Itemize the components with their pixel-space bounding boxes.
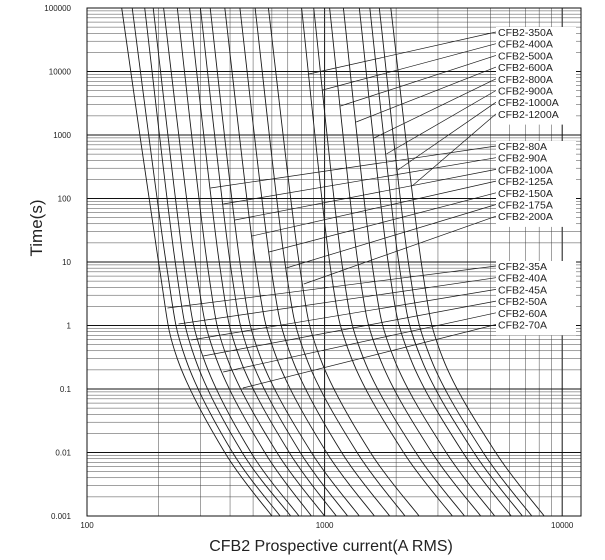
y-tick-label: 1 — [67, 322, 72, 331]
series-line — [301, 7, 453, 517]
legend-label: CFB2-35A — [498, 261, 547, 273]
y-tick-label: 100000 — [44, 4, 71, 13]
legend-label: CFB2-45A — [498, 284, 547, 296]
leader-lines-layer — [167, 31, 497, 389]
curves-layer — [121, 7, 545, 517]
legend-label: CFB2-1200A — [498, 109, 559, 121]
legend-label: CFB2-900A — [498, 86, 553, 98]
legend-label: CFB2-60A — [498, 308, 547, 320]
legend-leader-line — [223, 312, 497, 373]
legend-leader-line — [303, 215, 497, 285]
series-line — [189, 7, 337, 517]
x-tick-label: 100 — [80, 521, 94, 530]
series-line — [209, 7, 360, 517]
y-tick-label: 0.001 — [51, 512, 72, 521]
x-tick-label: 10000 — [551, 521, 574, 530]
legend-label: CFB2-500A — [498, 50, 553, 62]
series-line — [254, 7, 406, 517]
legend-leader-line — [386, 90, 497, 155]
series-line — [342, 7, 496, 517]
legend-label: CFB2-125A — [498, 176, 553, 188]
legend-label: CFB2-600A — [498, 62, 553, 74]
legend-leader-line — [178, 277, 497, 325]
series-line — [152, 7, 300, 517]
x-axis-title: CFB2 Prospective current(A RMS) — [209, 538, 453, 555]
series-line — [163, 7, 312, 517]
legend-leader-line — [223, 157, 497, 205]
series-line — [176, 7, 325, 517]
legend-leader-line — [308, 31, 497, 75]
legend-label: CFB2-400A — [498, 39, 553, 51]
series-line — [131, 7, 281, 517]
legend-leader-line — [251, 180, 497, 237]
y-axis-title: Time(s) — [27, 200, 46, 257]
legend-box — [496, 261, 576, 336]
legend-label: CFB2-150A — [498, 188, 553, 200]
legend-leader-line — [397, 101, 497, 171]
legend-leader-line — [373, 78, 497, 139]
legend-layer: CFB2-350ACFB2-400ACFB2-500ACFB2-600ACFB2… — [496, 27, 576, 336]
series-line — [329, 7, 482, 517]
legend-leader-line — [286, 204, 497, 269]
legend-leader-line — [268, 192, 497, 253]
y-tick-label: 10 — [62, 258, 71, 267]
legend-label: CFB2-70A — [498, 320, 547, 332]
legend-leader-line — [242, 324, 497, 389]
y-tick-label: 10000 — [49, 68, 72, 77]
series-line — [224, 7, 375, 517]
series-line — [199, 7, 348, 517]
series-line — [267, 7, 420, 517]
legend-label: CFB2-175A — [498, 200, 553, 212]
series-line — [390, 7, 545, 517]
legend-label: CFB2-80A — [498, 141, 547, 153]
legend-leader-line — [411, 113, 497, 187]
series-line — [144, 7, 292, 517]
series-line — [369, 7, 523, 517]
legend-leader-line — [356, 66, 497, 123]
legend-leader-line — [322, 43, 497, 91]
y-tick-label: 1000 — [53, 131, 71, 140]
legend-leader-line — [340, 55, 497, 107]
legend-leader-line — [191, 289, 497, 341]
legend-box — [496, 141, 576, 227]
legend-leader-line — [167, 265, 497, 309]
series-line — [121, 7, 273, 517]
legend-label: CFB2-200A — [498, 211, 553, 223]
legend-label: CFB2-800A — [498, 74, 553, 86]
legend-leader-line — [203, 300, 497, 357]
legend-label: CFB2-50A — [498, 296, 547, 308]
legend-box — [496, 27, 576, 125]
x-tick-label: 1000 — [316, 521, 334, 530]
y-tick-label: 100 — [58, 195, 72, 204]
plot-frame — [86, 7, 582, 517]
legend-leader-line — [234, 169, 497, 221]
series-line — [313, 7, 465, 517]
y-tick-labels: 0.001 0.01 0.1 1 10 100 1000 10000 100000 — [44, 4, 71, 521]
series-line — [358, 7, 512, 517]
legend-label: CFB2-100A — [498, 164, 553, 176]
y-tick-label: 0.1 — [60, 385, 72, 394]
legend-label: CFB2-350A — [498, 27, 553, 39]
legend-label: CFB2-1000A — [498, 97, 559, 109]
y-tick-label: 0.01 — [55, 449, 71, 458]
x-tick-labels: 100 1000 10000 — [80, 521, 574, 530]
series-line — [239, 7, 391, 517]
legend-label: CFB2-40A — [498, 273, 547, 285]
legend-leader-line — [210, 145, 497, 189]
legend-label: CFB2-90A — [498, 153, 547, 165]
